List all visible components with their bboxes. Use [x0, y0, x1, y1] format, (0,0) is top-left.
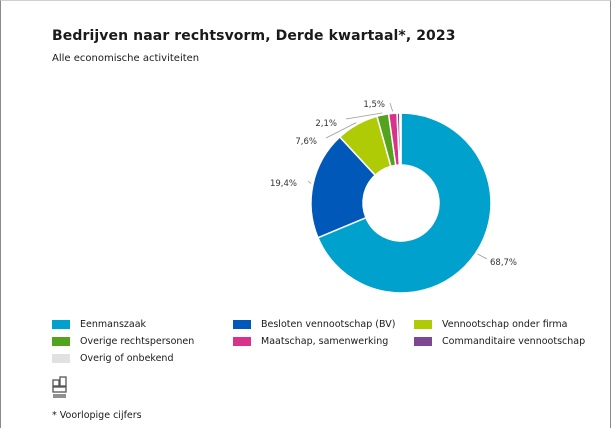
legend-swatch [233, 337, 251, 346]
label-leader-line [477, 253, 488, 260]
label-leader-line [325, 122, 357, 139]
legend-item[interactable]: Besloten vennootschap (BV) [233, 319, 395, 330]
label-leader-line [345, 112, 383, 120]
data-label: 19,4% [270, 179, 297, 189]
legend-label: Vennootschap onder firma [442, 319, 568, 330]
legend-item[interactable]: Overig of onbekend [52, 353, 173, 364]
footnote: * Voorlopige cijfers [52, 410, 142, 421]
legend-label: Besloten vennootschap (BV) [261, 319, 396, 330]
legend-item[interactable]: Commanditaire vennootschap [414, 336, 585, 347]
legend-swatch [52, 354, 70, 363]
legend-label: Overige rechtspersonen [80, 336, 195, 347]
chart-title: Bedrijven naar rechtsvorm, Derde kwartaa… [52, 28, 456, 44]
cbs-logo-icon [52, 376, 67, 398]
legend-item[interactable]: Maatschap, samenwerking [233, 336, 388, 347]
legend-swatch [52, 320, 70, 329]
legend-label: Overig of onbekend [80, 353, 174, 364]
data-label: 1,5% [363, 100, 385, 110]
legend-item[interactable]: Vennootschap onder firma [414, 319, 568, 330]
chart-subtitle: Alle economische activiteiten [52, 53, 200, 64]
legend-swatch [414, 320, 432, 329]
legend-swatch [414, 337, 432, 346]
legend-swatch [233, 320, 251, 329]
legend-item[interactable]: Overige rechtspersonen [52, 336, 194, 347]
legend-label: Commanditaire vennootschap [442, 336, 586, 347]
legend-swatch [52, 337, 70, 346]
legend-label: Eenmanszaak [80, 319, 147, 330]
slice-overig-of-onbekend[interactable] [399, 112, 402, 166]
slice-eenmanszaak[interactable] [316, 112, 492, 294]
data-label: 68,7% [490, 258, 517, 268]
data-label: 7,6% [295, 137, 317, 147]
data-label: 2,1% [315, 119, 337, 129]
label-leader-line [389, 102, 394, 112]
legend-item[interactable]: Eenmanszaak [52, 319, 146, 330]
legend-label: Maatschap, samenwerking [261, 336, 389, 347]
label-leader-line [307, 180, 312, 184]
